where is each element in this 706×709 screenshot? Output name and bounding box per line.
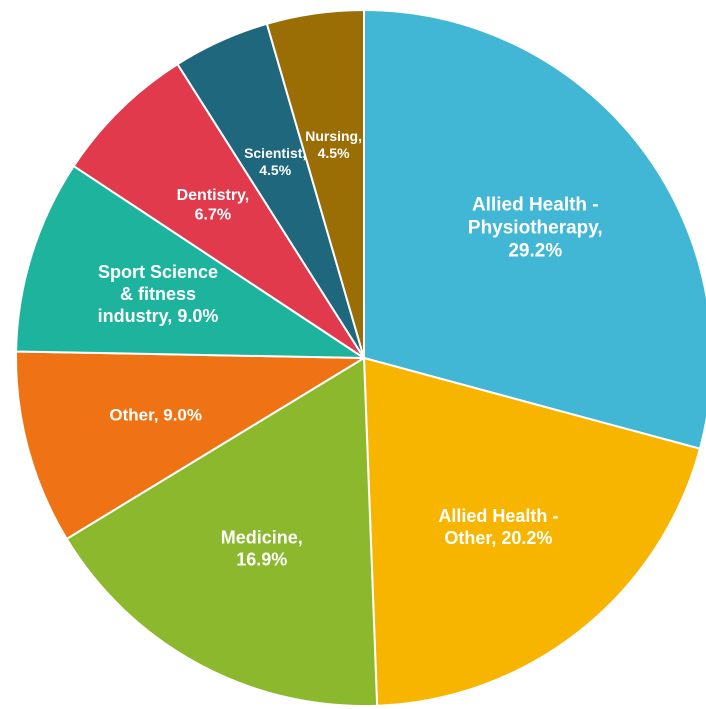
pie-slice [65, 357, 379, 707]
slice-label-line: 29.2% [508, 241, 562, 262]
slice-label-line: Sport Science [98, 262, 218, 282]
slice-label-line: Allied Health - [438, 506, 558, 526]
slice-label-line: Other, 9.0% [109, 405, 202, 424]
pie-labels: Allied Health -Physiotherapy, 29.2%Allied… [98, 128, 603, 570]
slice-label: Nursing, 4.5% [305, 128, 362, 161]
slice-label-line: 6.7% [195, 206, 231, 223]
pie-slice [363, 357, 701, 707]
slice-label: Allied Health -Other, 20.2% [438, 506, 558, 548]
slice-label-line: & fitness [120, 284, 196, 304]
slice-label-line: Scientist, [244, 145, 306, 161]
slice-label-line: Allied Health - [472, 194, 599, 215]
slice-label: Allied Health -Physiotherapy, 29.2% [468, 194, 603, 261]
pie-slice [265, 9, 365, 359]
slice-label-line: Physiotherapy, [468, 217, 603, 238]
pie-slice [72, 63, 365, 359]
slice-label-line: Dentistry, [177, 187, 250, 204]
pie-slice [363, 9, 706, 450]
slice-label-line: 4.5% [318, 145, 350, 161]
slice-label-line: Medicine, [221, 527, 303, 547]
slice-label-line: 4.5% [259, 162, 291, 178]
slice-label: Sport Science & fitness industry, 9.0% [98, 262, 219, 326]
slice-label: Dentistry, 6.7% [177, 187, 250, 224]
pie-slices [15, 9, 706, 707]
slice-label: Scientist, 4.5% [244, 145, 306, 178]
pie-slice [15, 350, 365, 540]
pie-slice [15, 165, 365, 359]
slice-label-line: Other, 20.2% [444, 528, 552, 548]
slice-label-line: Nursing, [305, 128, 362, 144]
slice-label: Other, 9.0% [109, 405, 202, 424]
slice-label-line: 16.9% [236, 549, 287, 569]
slice-label-line: industry, 9.0% [98, 306, 219, 326]
slice-label: Medicine, 16.9% [221, 527, 303, 569]
